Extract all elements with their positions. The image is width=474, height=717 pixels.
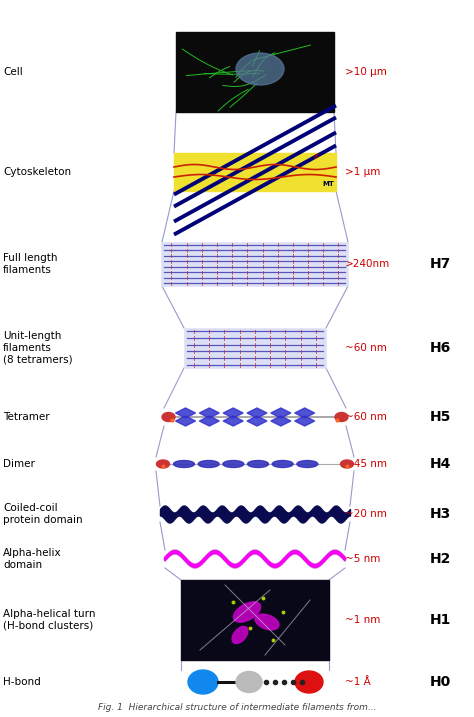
Polygon shape	[247, 416, 267, 426]
Text: Dimer: Dimer	[3, 459, 35, 469]
Ellipse shape	[188, 670, 218, 694]
Text: Unit-length
filaments
(8 tetramers): Unit-length filaments (8 tetramers)	[3, 331, 73, 365]
Text: H0: H0	[430, 675, 451, 689]
Ellipse shape	[156, 460, 170, 468]
Text: Cytoskeleton: Cytoskeleton	[3, 167, 71, 177]
Text: MT: MT	[322, 181, 334, 187]
Bar	[176, 32, 334, 112]
Text: H7: H7	[430, 257, 451, 271]
Text: Alpha-helix
domain: Alpha-helix domain	[3, 549, 62, 570]
Text: H5: H5	[430, 410, 451, 424]
Bar	[181, 580, 329, 660]
Polygon shape	[271, 416, 291, 426]
Ellipse shape	[272, 460, 293, 467]
Polygon shape	[247, 408, 267, 418]
Text: Alpha-helical turn
(H-bond clusters): Alpha-helical turn (H-bond clusters)	[3, 609, 95, 631]
Text: IF: IF	[314, 154, 320, 160]
Text: H4: H4	[430, 457, 451, 471]
Text: ~60 nm: ~60 nm	[345, 343, 387, 353]
Ellipse shape	[297, 460, 318, 467]
Ellipse shape	[295, 671, 323, 693]
Ellipse shape	[198, 460, 219, 467]
Ellipse shape	[233, 602, 261, 622]
Text: H2: H2	[430, 552, 451, 566]
Ellipse shape	[340, 460, 354, 468]
Text: Tetramer: Tetramer	[3, 412, 50, 422]
Text: >10 μm: >10 μm	[345, 67, 387, 77]
Text: ~1 Å: ~1 Å	[345, 677, 371, 687]
Polygon shape	[295, 416, 315, 426]
Text: ~1 nm: ~1 nm	[345, 615, 380, 625]
Text: H6: H6	[430, 341, 451, 355]
Polygon shape	[175, 416, 195, 426]
Polygon shape	[200, 416, 219, 426]
Text: H1: H1	[430, 613, 451, 627]
Bar	[174, 153, 336, 191]
Text: H3: H3	[430, 507, 451, 521]
Polygon shape	[271, 408, 291, 418]
Text: ~20 nm: ~20 nm	[345, 509, 387, 519]
Text: H-bond: H-bond	[3, 677, 41, 687]
Ellipse shape	[162, 412, 175, 422]
Ellipse shape	[255, 614, 279, 630]
Ellipse shape	[173, 460, 194, 467]
Ellipse shape	[335, 412, 348, 422]
Text: Cell: Cell	[3, 67, 23, 77]
Polygon shape	[223, 416, 243, 426]
Ellipse shape	[236, 672, 262, 693]
Text: >240nm: >240nm	[345, 259, 390, 269]
Bar	[184, 328, 326, 368]
Polygon shape	[200, 408, 219, 418]
Bar	[162, 242, 348, 286]
Text: ~60 nm: ~60 nm	[345, 412, 387, 422]
Text: ~5 nm: ~5 nm	[345, 554, 380, 564]
Text: >1 μm: >1 μm	[345, 167, 380, 177]
Ellipse shape	[232, 627, 248, 644]
Text: Coiled-coil
protein domain: Coiled-coil protein domain	[3, 503, 82, 525]
Text: Full length
filaments: Full length filaments	[3, 253, 57, 275]
Ellipse shape	[236, 53, 284, 85]
Polygon shape	[295, 408, 315, 418]
Polygon shape	[223, 408, 243, 418]
Text: ~45 nm: ~45 nm	[345, 459, 387, 469]
Text: Fig. 1  Hierarchical structure of intermediate filaments from...: Fig. 1 Hierarchical structure of interme…	[98, 703, 376, 711]
Polygon shape	[175, 408, 195, 418]
Ellipse shape	[223, 460, 244, 467]
Ellipse shape	[247, 460, 268, 467]
